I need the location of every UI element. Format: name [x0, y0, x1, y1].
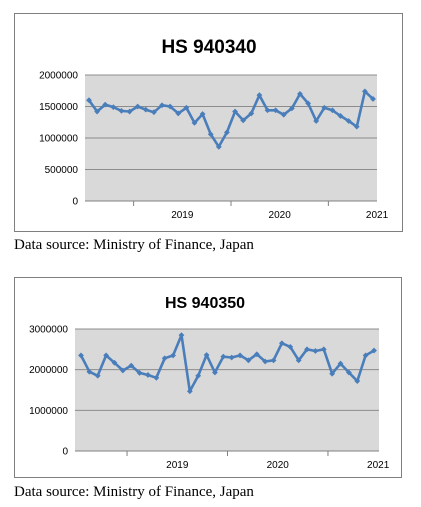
- chart-1-frame: HS 940340 2000000 1500000 1000000 500000 0 201…: [14, 13, 403, 232]
- chart-2-data-point: [362, 352, 369, 359]
- chart-1-x-tick-label: 2019: [171, 210, 194, 221]
- chart-2-caption: Data source: Ministry of Finance, Japan: [14, 484, 254, 500]
- chart-2-data-point: [212, 369, 218, 376]
- chart-1-data-point: [86, 97, 92, 104]
- chart-2-data-point: [153, 374, 160, 381]
- chart-2-x-tick-label: 2021: [367, 460, 390, 471]
- chart-2-data-point: [178, 332, 185, 338]
- chart-2-data-point: [145, 372, 151, 378]
- chart-1-y-tick-label: 1000000: [39, 134, 78, 145]
- chart-2-data-point: [161, 355, 168, 362]
- chart-1-data-point: [191, 119, 198, 126]
- chart-2-data-point: [371, 347, 377, 354]
- chart-2-data-point: [270, 357, 277, 364]
- chart-2-x-tick-label: 2020: [267, 460, 290, 471]
- chart-1-data-point: [110, 104, 117, 111]
- chart-1-data-point: [142, 106, 149, 113]
- chart-2-y-tick-label: 3000000: [29, 325, 68, 336]
- chart-2-data-point: [103, 352, 110, 359]
- chart-1-data-point: [134, 103, 141, 110]
- chart-1-data-point: [199, 111, 206, 117]
- chart-2-data-point: [128, 362, 135, 369]
- chart-1-data-point: [329, 107, 336, 114]
- chart-1-data-point: [256, 92, 263, 99]
- chart-2-data-point: [262, 358, 269, 365]
- chart-1-data-point: [118, 108, 125, 114]
- chart-1-y-tick-label: 2000000: [39, 71, 78, 82]
- chart-2-data-point: [228, 354, 235, 361]
- chart-1-data-point: [102, 101, 109, 108]
- chart-2-data-point: [237, 352, 243, 359]
- chart-2-data-point: [245, 357, 252, 364]
- chart-1-data-point: [288, 105, 295, 112]
- chart-2-data-point: [86, 368, 93, 375]
- chart-2-data-point: [119, 367, 126, 374]
- chart-2-data-point: [136, 370, 143, 376]
- chart-2-x-tick-label: 2019: [166, 460, 189, 471]
- chart-1-caption: Data source: Ministry of Finance, Japan: [14, 237, 254, 253]
- chart-2-title: HS 940350: [165, 295, 245, 312]
- chart-1-data-point: [207, 131, 214, 138]
- chart-1-data-point: [345, 118, 352, 124]
- chart-2-data-point: [345, 369, 352, 376]
- chart-2-data-point: [253, 351, 260, 358]
- chart-1-title: HS 940340: [161, 37, 256, 58]
- chart-1-data-point: [361, 88, 368, 95]
- chart-1-data-point: [151, 109, 157, 116]
- chart-2-plot-area: [75, 329, 379, 451]
- chart-2-y-tick-label: 0: [62, 447, 68, 458]
- chart-1-data-point: [313, 118, 320, 124]
- chart-2-data-point: [186, 388, 193, 395]
- chart-1-data-point: [183, 104, 190, 111]
- chart-2-data-point: [78, 352, 84, 359]
- chart-2-y-tick-label: 2000000: [29, 365, 68, 376]
- chart-2-data-point: [170, 352, 176, 359]
- chart-2-data-point: [295, 357, 302, 364]
- chart-1-data-point: [175, 110, 182, 117]
- chart-1-y-tick-label: 500000: [45, 165, 79, 176]
- chart-1-data-point: [94, 108, 101, 115]
- chart-1-data-point: [272, 107, 279, 114]
- chart-1-x-tick-label: 2021: [366, 210, 389, 221]
- chart-1-data-point: [297, 91, 303, 97]
- chart-1-data-point: [232, 108, 238, 115]
- chart-1-data-point: [280, 111, 287, 118]
- chart-2-svg: HS 940350 3000000 2000000 1000000 0 2019 2020 2…: [29, 295, 390, 471]
- chart-2-frame: HS 940350 3000000 2000000 1000000 0 2019 2020 2…: [14, 277, 402, 478]
- chart-1-data-point: [337, 113, 344, 119]
- chart-1-data-point: [215, 143, 222, 150]
- chart-1-data-point: [321, 104, 328, 111]
- chart-1-svg: HS 940340 2000000 1500000 1000000 500000 0 201…: [39, 37, 389, 221]
- chart-2-y-tick-label: 1000000: [29, 406, 68, 417]
- chart-1-data-point: [224, 129, 230, 136]
- chart-2-data-point: [320, 346, 327, 353]
- chart-1-data-point: [126, 108, 133, 115]
- chart-2-data-point: [354, 378, 361, 384]
- chart-1-data-point: [305, 100, 311, 107]
- chart-1-y-tick-label: 1500000: [39, 102, 78, 113]
- chart-1-data-point: [353, 123, 360, 130]
- chart-2-data-point: [304, 346, 310, 353]
- chart-2-data-point: [220, 353, 227, 360]
- chart-2-data-point: [337, 360, 344, 367]
- chart-1-y-tick-label: 0: [72, 197, 78, 208]
- chart-2-data-point: [111, 359, 118, 366]
- chart-2-data-point: [203, 352, 210, 358]
- chart-1-x-tick-label: 2020: [269, 210, 292, 221]
- chart-1-data-point: [264, 107, 271, 114]
- chart-1-data-point: [248, 110, 255, 117]
- chart-2-data-point: [312, 348, 319, 354]
- chart-1-data-point: [370, 96, 376, 102]
- chart-1-data-point: [167, 103, 174, 110]
- chart-1-data-point: [159, 102, 165, 109]
- chart-1-data-point: [240, 117, 247, 124]
- chart-2-data-point: [287, 343, 294, 350]
